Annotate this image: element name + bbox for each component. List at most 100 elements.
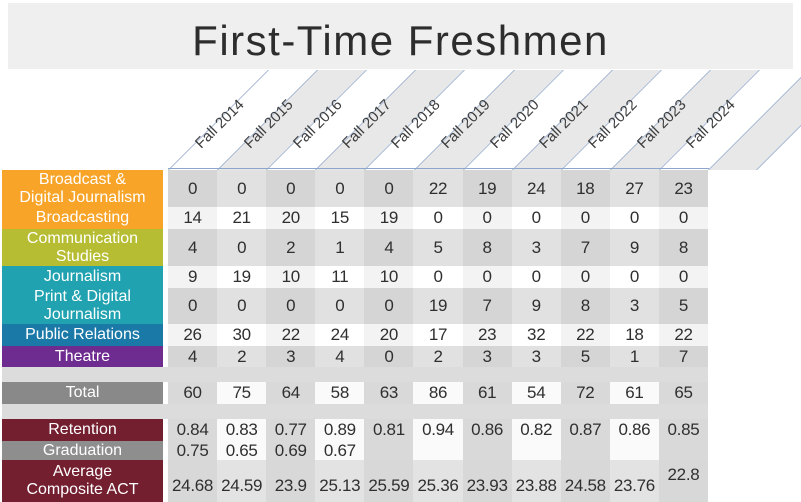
table-cell: 0.65 <box>217 441 267 460</box>
table-cell: 22.8 <box>658 460 709 502</box>
table-row: Journalism 9 19 10 11 10 0 0 0 0 0 0 <box>2 266 709 288</box>
table-cell: 20 <box>266 207 316 229</box>
table-cell: 23.9 <box>266 460 316 502</box>
table-row: Communication Studies 4 0 2 1 4 5 8 3 7 9 8 <box>2 229 709 266</box>
table-cell: 18 <box>560 170 610 207</box>
table-cell: 61 <box>462 382 512 404</box>
table-cell: 0 <box>168 170 218 207</box>
table-cell: 7 <box>560 229 610 266</box>
table-cell: 24.58 <box>560 460 610 502</box>
table-cell: 2 <box>217 346 267 367</box>
row-label: Journalism <box>2 266 163 288</box>
table-cell: 23.76 <box>609 460 659 502</box>
table-row: Retention 0.84 0.83 0.77 0.89 0.81 0.94 0.86 0.8… <box>2 419 709 441</box>
table-cell: 20 <box>364 324 414 346</box>
table-cell: 22 <box>658 324 709 346</box>
table-cell: 7 <box>462 288 512 324</box>
table-cell: 54 <box>511 382 561 404</box>
table-cell: 0.85 <box>658 419 709 441</box>
row-label: Average Composite ACT <box>2 460 163 502</box>
table-cell: 0.86 <box>462 419 512 441</box>
table-cell: 61 <box>609 382 659 404</box>
table-cell: 10 <box>364 266 414 288</box>
table-row: Broadcast & Digital Journalism 0 0 0 0 0 22 19 2… <box>2 170 709 207</box>
row-label: Graduation <box>2 441 163 460</box>
table-cell: 0.89 <box>315 419 365 441</box>
table-cell: 0 <box>462 266 512 288</box>
table-cell: 18 <box>609 324 659 346</box>
table-cell: 0 <box>560 207 610 229</box>
table-row: Average Composite ACT 24.68 24.59 23.9 25.13… <box>2 460 709 502</box>
table-cell: 0.81 <box>364 419 414 441</box>
row-label: Communication Studies <box>2 229 163 266</box>
table-cell: 22 <box>413 170 463 207</box>
table-row: Public Relations 26 30 22 24 20 17 23 32 22 18 22 <box>2 324 709 346</box>
table-cell <box>413 441 463 460</box>
table-cell: 25.13 <box>315 460 365 502</box>
table-cell: 65 <box>658 382 709 404</box>
table-cell: 5 <box>658 288 709 324</box>
table-cell: 22 <box>266 324 316 346</box>
table-cell: 0 <box>413 207 463 229</box>
table-cell: 23.93 <box>462 460 512 502</box>
table-cell: 0 <box>266 288 316 324</box>
table-cell: 11 <box>315 266 365 288</box>
table-cell: 0.67 <box>315 441 365 460</box>
table-cell: 25.59 <box>364 460 414 502</box>
table-cell: 0.77 <box>266 419 316 441</box>
table-cell: 0 <box>560 266 610 288</box>
table-cell: 0 <box>609 207 659 229</box>
table-cell: 2 <box>413 346 463 367</box>
table-cell: 86 <box>413 382 463 404</box>
table-cell: 22 <box>560 324 610 346</box>
table-cell <box>462 441 512 460</box>
table-cell: 19 <box>217 266 267 288</box>
table-row: Print & Digital Journalism 0 0 0 0 0 19 7 9 8 3 5 <box>2 288 709 324</box>
table-cell: 23 <box>658 170 709 207</box>
table-cell: 23.88 <box>511 460 561 502</box>
table-cell: 8 <box>560 288 610 324</box>
row-label: Retention <box>2 419 163 441</box>
table-cell: 15 <box>315 207 365 229</box>
table-cell <box>609 441 659 460</box>
header-baseline-rule <box>168 168 709 169</box>
table-row: Broadcasting 14 21 20 15 19 0 0 0 0 0 0 <box>2 207 709 229</box>
table-cell: 1 <box>315 229 365 266</box>
table-cell: 4 <box>168 346 218 367</box>
table-cell: 72 <box>560 382 610 404</box>
table-cell: 2 <box>266 229 316 266</box>
table-cell: 0 <box>511 207 561 229</box>
table-cell: 3 <box>609 288 659 324</box>
page-title: First-Time Freshmen <box>192 17 609 64</box>
title-block: First-Time Freshmen <box>8 3 793 69</box>
table-cell: 30 <box>217 324 267 346</box>
table-cell: 0.94 <box>413 419 463 441</box>
table-row: Theatre 4 2 3 4 0 2 3 3 5 1 7 <box>2 346 709 367</box>
row-label: Print & Digital Journalism <box>2 288 163 324</box>
table-cell: 9 <box>511 288 561 324</box>
table-cell: 3 <box>266 346 316 367</box>
table-cell: 26 <box>168 324 218 346</box>
table-cell: 19 <box>462 170 512 207</box>
table-cell: 24 <box>315 324 365 346</box>
diagonal-year-headers: Fall 2014 Fall 2015 Fall 2016 Fall 2017 Fall… <box>0 70 801 170</box>
table-cell: 8 <box>462 229 512 266</box>
table-cell: 0 <box>217 229 267 266</box>
table-cell: 58 <box>315 382 365 404</box>
table-cell: 0 <box>364 346 414 367</box>
table-cell: 0.69 <box>266 441 316 460</box>
table-cell: 4 <box>364 229 414 266</box>
table-cell: 5 <box>560 346 610 367</box>
table-cell: 0 <box>364 170 414 207</box>
table-cell <box>364 441 414 460</box>
table-cell: 24 <box>511 170 561 207</box>
table-cell: 4 <box>168 229 218 266</box>
table-cell: 10 <box>266 266 316 288</box>
table-cell: 63 <box>364 382 414 404</box>
table-cell: 75 <box>217 382 267 404</box>
row-label: Theatre <box>2 346 163 367</box>
table-cell: 0 <box>315 170 365 207</box>
table-cell: 19 <box>364 207 414 229</box>
table-cell: 3 <box>511 346 561 367</box>
